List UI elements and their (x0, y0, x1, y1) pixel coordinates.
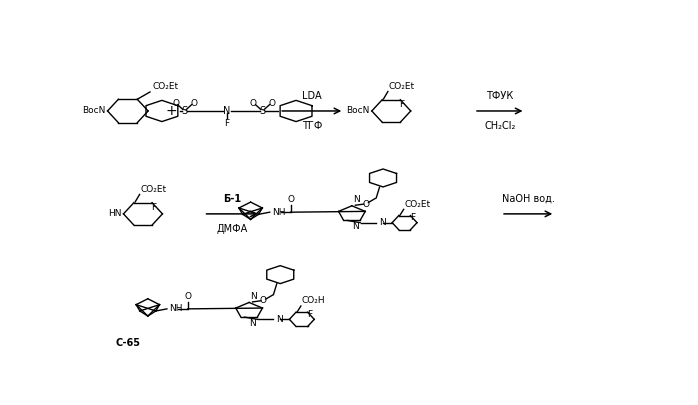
Text: O: O (259, 296, 266, 305)
Text: O: O (191, 99, 198, 108)
Text: O: O (250, 99, 257, 108)
Text: O: O (268, 99, 275, 108)
Text: N: N (276, 315, 283, 324)
Text: HN: HN (107, 209, 121, 218)
Text: ТГФ: ТГФ (302, 121, 322, 131)
Text: BocN: BocN (82, 107, 105, 115)
Text: F: F (399, 100, 404, 109)
Text: NH: NH (169, 305, 183, 313)
Text: S: S (181, 106, 188, 116)
Text: O: O (362, 200, 369, 209)
Text: N: N (353, 195, 359, 204)
Text: CO₂Et: CO₂Et (152, 82, 178, 91)
Text: O: O (172, 99, 179, 108)
Text: C-65: C-65 (115, 338, 140, 348)
Text: O: O (184, 292, 191, 301)
Text: O: O (287, 195, 294, 205)
Text: F: F (224, 119, 230, 128)
Text: +: + (165, 104, 177, 118)
Text: NaOH вод.: NaOH вод. (502, 194, 555, 204)
Text: N: N (250, 292, 257, 301)
Text: ДМФА: ДМФА (216, 224, 248, 234)
Text: Б-1: Б-1 (223, 194, 241, 204)
Text: CH₂Cl₂: CH₂Cl₂ (484, 121, 515, 131)
Text: BocN: BocN (346, 107, 370, 115)
Text: ТФУК: ТФУК (486, 91, 513, 101)
Text: N: N (223, 106, 230, 116)
Text: F: F (307, 310, 313, 319)
Text: CO₂Et: CO₂Et (140, 185, 167, 194)
Text: N: N (352, 222, 359, 231)
Text: CO₂Et: CO₂Et (389, 82, 415, 91)
Text: N: N (379, 218, 386, 227)
Text: NH: NH (272, 208, 285, 217)
Text: CO₂Et: CO₂Et (404, 200, 431, 209)
Text: S: S (260, 106, 265, 116)
Text: F: F (151, 202, 156, 212)
Text: F: F (410, 213, 415, 222)
Text: CO₂H: CO₂H (302, 296, 325, 305)
Text: N: N (250, 319, 256, 328)
Text: LDA: LDA (302, 91, 322, 101)
